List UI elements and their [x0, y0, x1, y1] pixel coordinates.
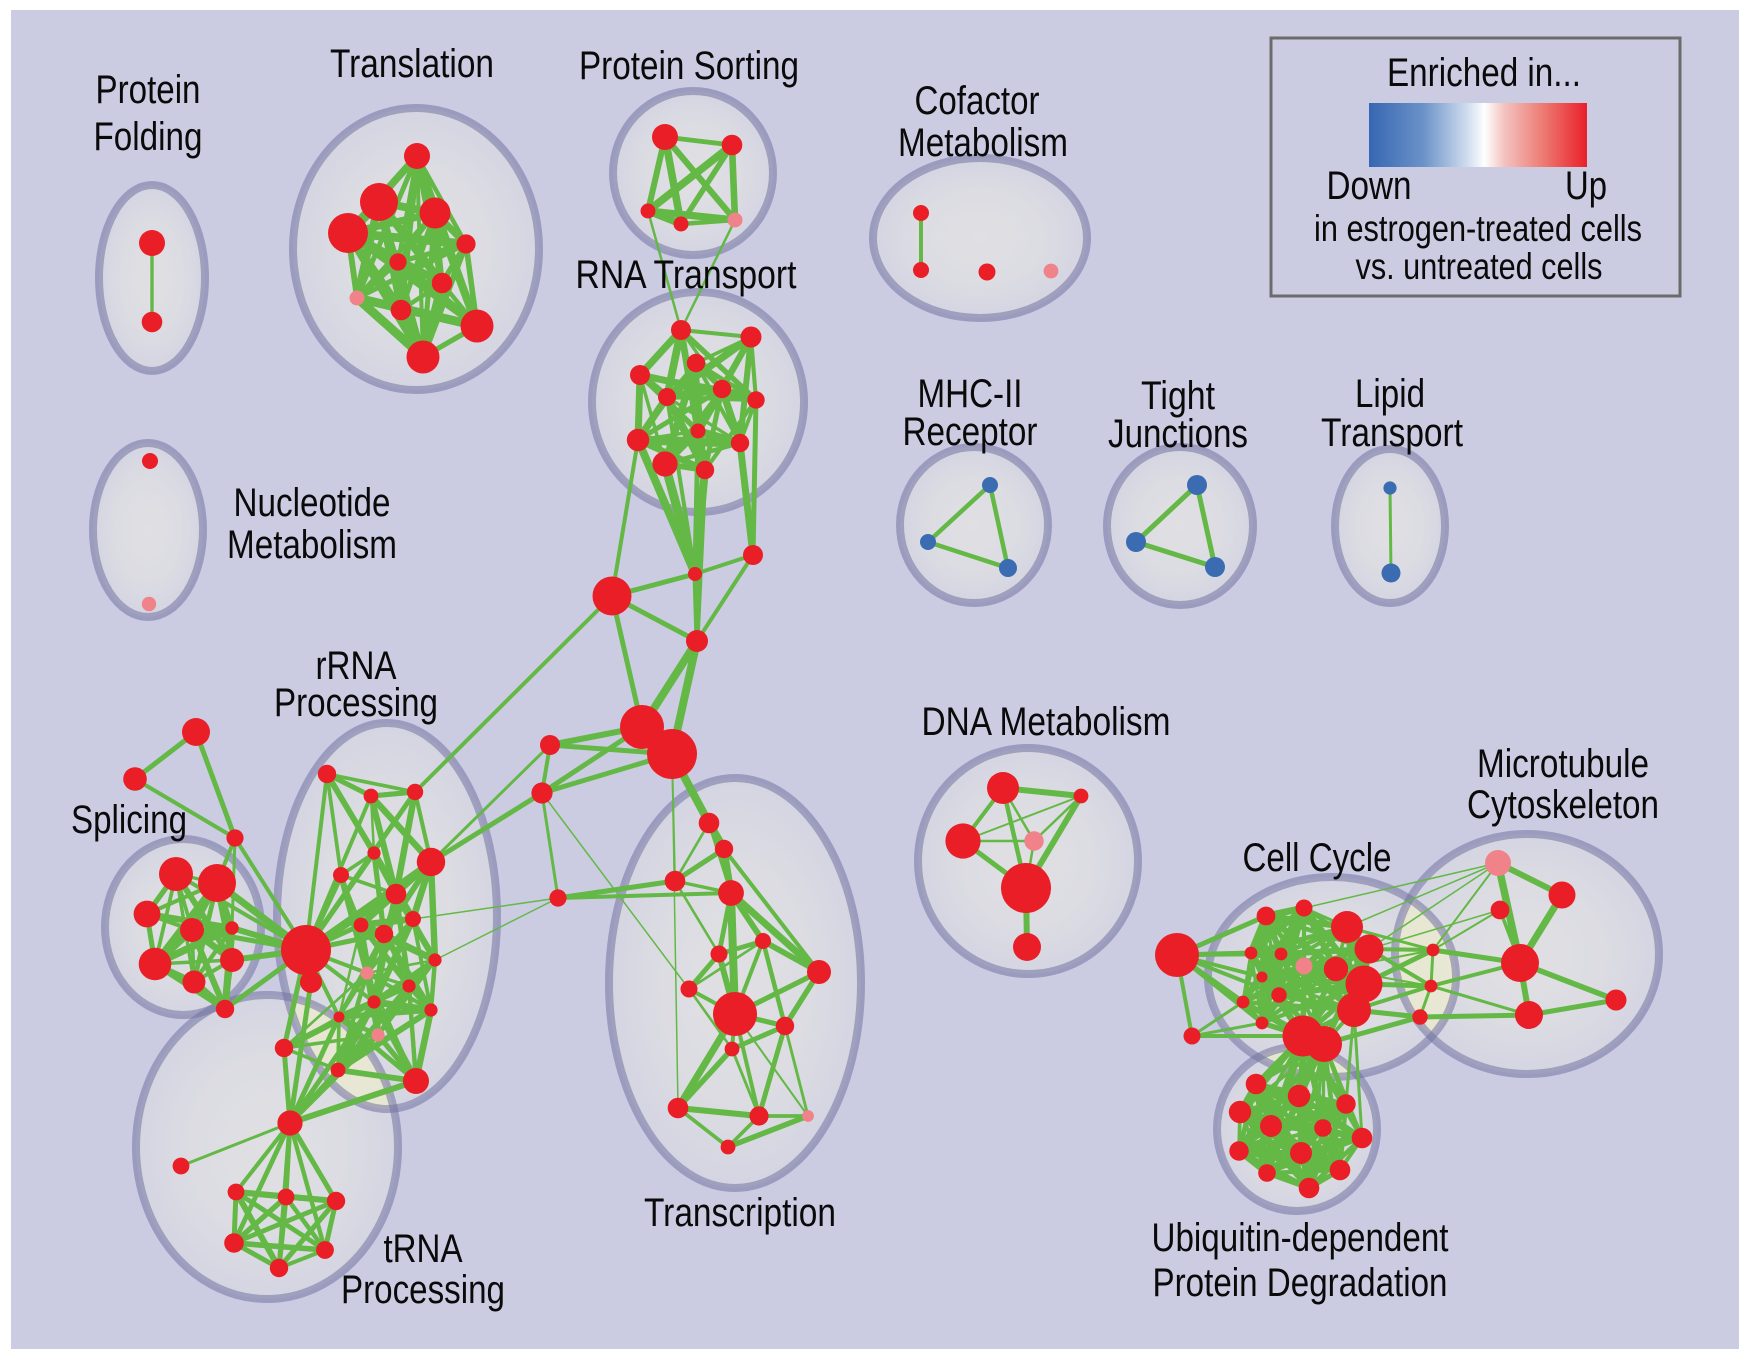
svg-text:Folding: Folding	[94, 115, 203, 159]
svg-text:RNA Transport: RNA Transport	[576, 253, 797, 297]
svg-text:Transcription: Transcription	[644, 1191, 836, 1235]
svg-text:Receptor: Receptor	[903, 410, 1038, 454]
svg-text:rRNA: rRNA	[316, 644, 397, 688]
svg-text:Cytoskeleton: Cytoskeleton	[1467, 783, 1659, 827]
svg-text:Lipid: Lipid	[1355, 372, 1425, 416]
svg-text:Cofactor: Cofactor	[915, 79, 1040, 123]
svg-text:Nucleotide: Nucleotide	[234, 481, 391, 525]
svg-text:Metabolism: Metabolism	[898, 121, 1068, 165]
svg-text:Splicing: Splicing	[71, 798, 187, 842]
svg-text:Down: Down	[1327, 164, 1412, 208]
svg-text:Up: Up	[1565, 164, 1607, 208]
svg-text:Metabolism: Metabolism	[227, 523, 397, 567]
svg-text:Cell Cycle: Cell Cycle	[1243, 836, 1392, 880]
svg-text:Enriched in...: Enriched in...	[1387, 51, 1581, 95]
svg-text:Junctions: Junctions	[1108, 412, 1248, 456]
svg-text:vs. untreated cells: vs. untreated cells	[1356, 246, 1603, 287]
svg-text:Translation: Translation	[330, 42, 494, 86]
svg-text:tRNA: tRNA	[384, 1227, 463, 1271]
svg-text:Protein Sorting: Protein Sorting	[579, 44, 799, 88]
svg-text:Protein Degradation: Protein Degradation	[1153, 1261, 1448, 1305]
svg-text:MHC-II: MHC-II	[918, 372, 1023, 416]
svg-text:DNA Metabolism: DNA Metabolism	[922, 700, 1171, 744]
svg-text:Ubiquitin-dependent: Ubiquitin-dependent	[1152, 1216, 1449, 1260]
svg-text:Protein: Protein	[96, 68, 201, 112]
svg-text:Microtubule: Microtubule	[1477, 742, 1649, 786]
svg-text:Tight: Tight	[1141, 374, 1215, 418]
svg-text:Processing: Processing	[341, 1268, 505, 1312]
svg-text:Transport: Transport	[1321, 411, 1463, 455]
svg-text:in estrogen-treated cells: in estrogen-treated cells	[1314, 208, 1642, 249]
svg-text:Processing: Processing	[274, 681, 438, 725]
